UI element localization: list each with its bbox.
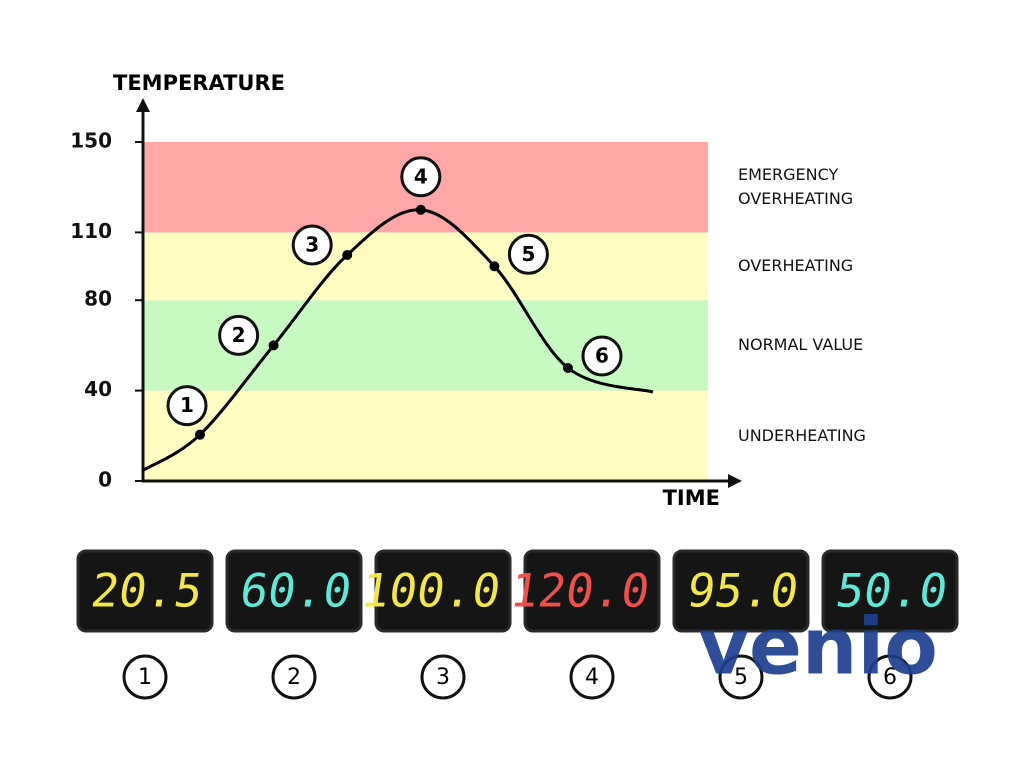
x-axis-label: TIME [663,486,720,510]
point-label: 3 [305,233,319,257]
curve-tail [142,433,202,472]
point-label: 4 [414,164,428,188]
point [268,340,279,351]
display-text-group: 50.0 [833,564,951,618]
band-label: EMERGENCY OVERHEATING [738,165,854,209]
point [415,204,426,215]
display [821,549,959,633]
display-label: 5 [734,665,748,690]
display [225,549,363,633]
display-value: 60.0 [237,564,355,618]
display [672,549,810,633]
display-text-group: 20.5 [88,564,206,618]
display-value: 100.0 [358,564,504,618]
display-label: 1 [138,665,152,690]
display-badge [122,654,168,700]
display [374,549,512,633]
point [489,261,500,272]
band-label: NORMAL VALUE [738,335,864,355]
display-badge [420,654,466,700]
y-axis-label: TEMPERATURE [113,71,285,95]
band [143,232,708,301]
line [198,208,569,436]
y-tick-label: 40 [84,377,112,401]
display [523,549,661,633]
y-axis-arrow [136,98,150,112]
point-label: 2 [232,323,246,347]
display-badge [271,654,317,700]
band-label: UNDERHEATING [738,425,866,445]
watermark: venio [698,602,938,692]
display-label: 3 [436,665,450,690]
display-text-group: 60.0 [237,564,355,618]
point-badge [291,224,333,266]
point-label: 1 [180,393,194,417]
point-label: 6 [595,344,609,368]
display [76,549,214,633]
point-badge [507,233,549,275]
display-badge [718,654,764,700]
display-label: 6 [883,665,897,690]
band [143,390,708,481]
point-badge [400,156,442,198]
display-value: 95.0 [684,564,802,618]
display-badge [867,654,913,700]
display-value: 50.0 [833,564,951,618]
point [342,250,353,260]
point [195,429,205,440]
y-tick-label: 110 [70,219,112,243]
display-text-group: 120.0 [507,564,653,618]
y-tick-label: 80 [84,287,112,311]
curve-tail [567,366,654,394]
display-label: 2 [287,665,301,690]
display-value: 120.0 [507,564,653,618]
point [563,363,573,373]
display-value: 20.5 [88,564,206,618]
point-badge [218,314,260,356]
y-tick-label: 0 [98,468,112,492]
display-badge [569,654,615,700]
display-label: 4 [585,665,599,690]
point-label: 5 [521,242,535,266]
y-tick-label: 150 [70,129,112,153]
x-axis-arrow [728,474,742,488]
display-text-group: 100.0 [358,564,504,618]
point-badge [581,335,623,377]
band-label: OVERHEATING [738,256,854,276]
display-text-group: 95.0 [684,564,802,618]
point-badge [166,385,208,427]
